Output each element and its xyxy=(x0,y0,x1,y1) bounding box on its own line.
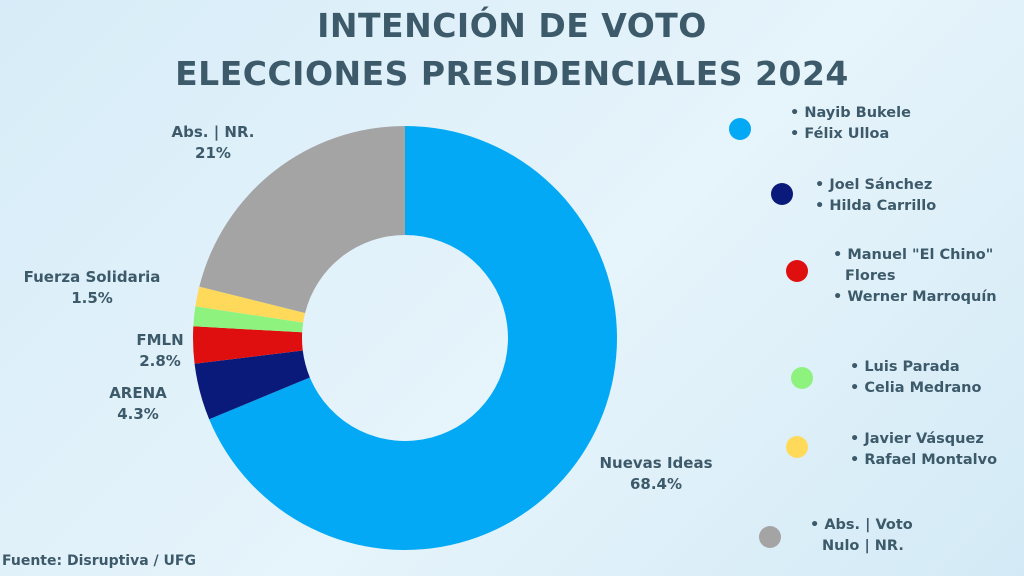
donut-slice-nuevas-ideas xyxy=(209,126,618,550)
legend-swatch xyxy=(771,183,793,205)
legend-line: • Joel Sánchez xyxy=(815,177,933,193)
legend-line: • Manuel "El Chino" xyxy=(833,247,994,263)
legend-swatch xyxy=(786,436,808,458)
legend-entry: • Manuel "El Chino" Flores • Werner Marroq… xyxy=(833,245,997,308)
chart-title-line1: INTENCIÓN DE VOTO xyxy=(317,6,707,45)
legend-entry: • Joel Sánchez • Hilda Carrillo xyxy=(815,175,936,217)
legend-line: Nulo | NR. xyxy=(822,538,904,554)
legend-entry: • Nayib Bukele • Félix Ulloa xyxy=(790,103,911,145)
source-note: Fuente: Disruptiva / UFG xyxy=(2,553,196,569)
legend-swatch xyxy=(729,118,751,140)
legend-swatch xyxy=(759,526,781,548)
legend-line: • Hilda Carrillo xyxy=(815,198,937,214)
legend-line: Flores xyxy=(845,268,896,284)
legend-entry: • Abs. | Voto Nulo | NR. xyxy=(810,515,913,557)
legend-line: • Luis Parada xyxy=(850,359,960,375)
legend-swatch xyxy=(791,367,813,389)
legend-line: • Nayib Bukele xyxy=(790,105,911,121)
legend-line: • Werner Marroquín xyxy=(833,289,997,305)
legend-line: • Abs. | Voto xyxy=(810,517,913,533)
legend-line: • Celia Medrano xyxy=(850,380,982,396)
donut-slice-fuerza-solidaria xyxy=(195,286,306,323)
donut-slice-abs-nr xyxy=(199,126,405,314)
legend-swatch xyxy=(786,260,808,282)
donut-slice-unlabeled-3 xyxy=(193,306,304,333)
donut-slice-fmln xyxy=(192,326,303,364)
donut-slice-arena xyxy=(194,350,310,420)
slice-label-fmln: FMLN 2.8% xyxy=(136,331,183,370)
legend-entry: • Javier Vásquez • Rafael Montalvo xyxy=(850,429,997,471)
slice-label-arena: ARENA 4.3% xyxy=(109,384,167,423)
slice-label-abs-nr: Abs. | NR. 21% xyxy=(172,123,255,162)
chart-title-line2: ELECCIONES PRESIDENCIALES 2024 xyxy=(175,54,849,93)
slice-label-fuerza-solidaria: Fuerza Solidaria 1.5% xyxy=(24,268,161,307)
legend-line: • Javier Vásquez xyxy=(850,431,984,447)
legend-line: • Rafael Montalvo xyxy=(850,452,998,468)
legend-entry: • Luis Parada • Celia Medrano xyxy=(850,357,981,399)
legend-line: • Félix Ulloa xyxy=(790,126,890,142)
slice-label-nuevas-ideas: Nuevas Ideas 68.4% xyxy=(600,454,713,493)
